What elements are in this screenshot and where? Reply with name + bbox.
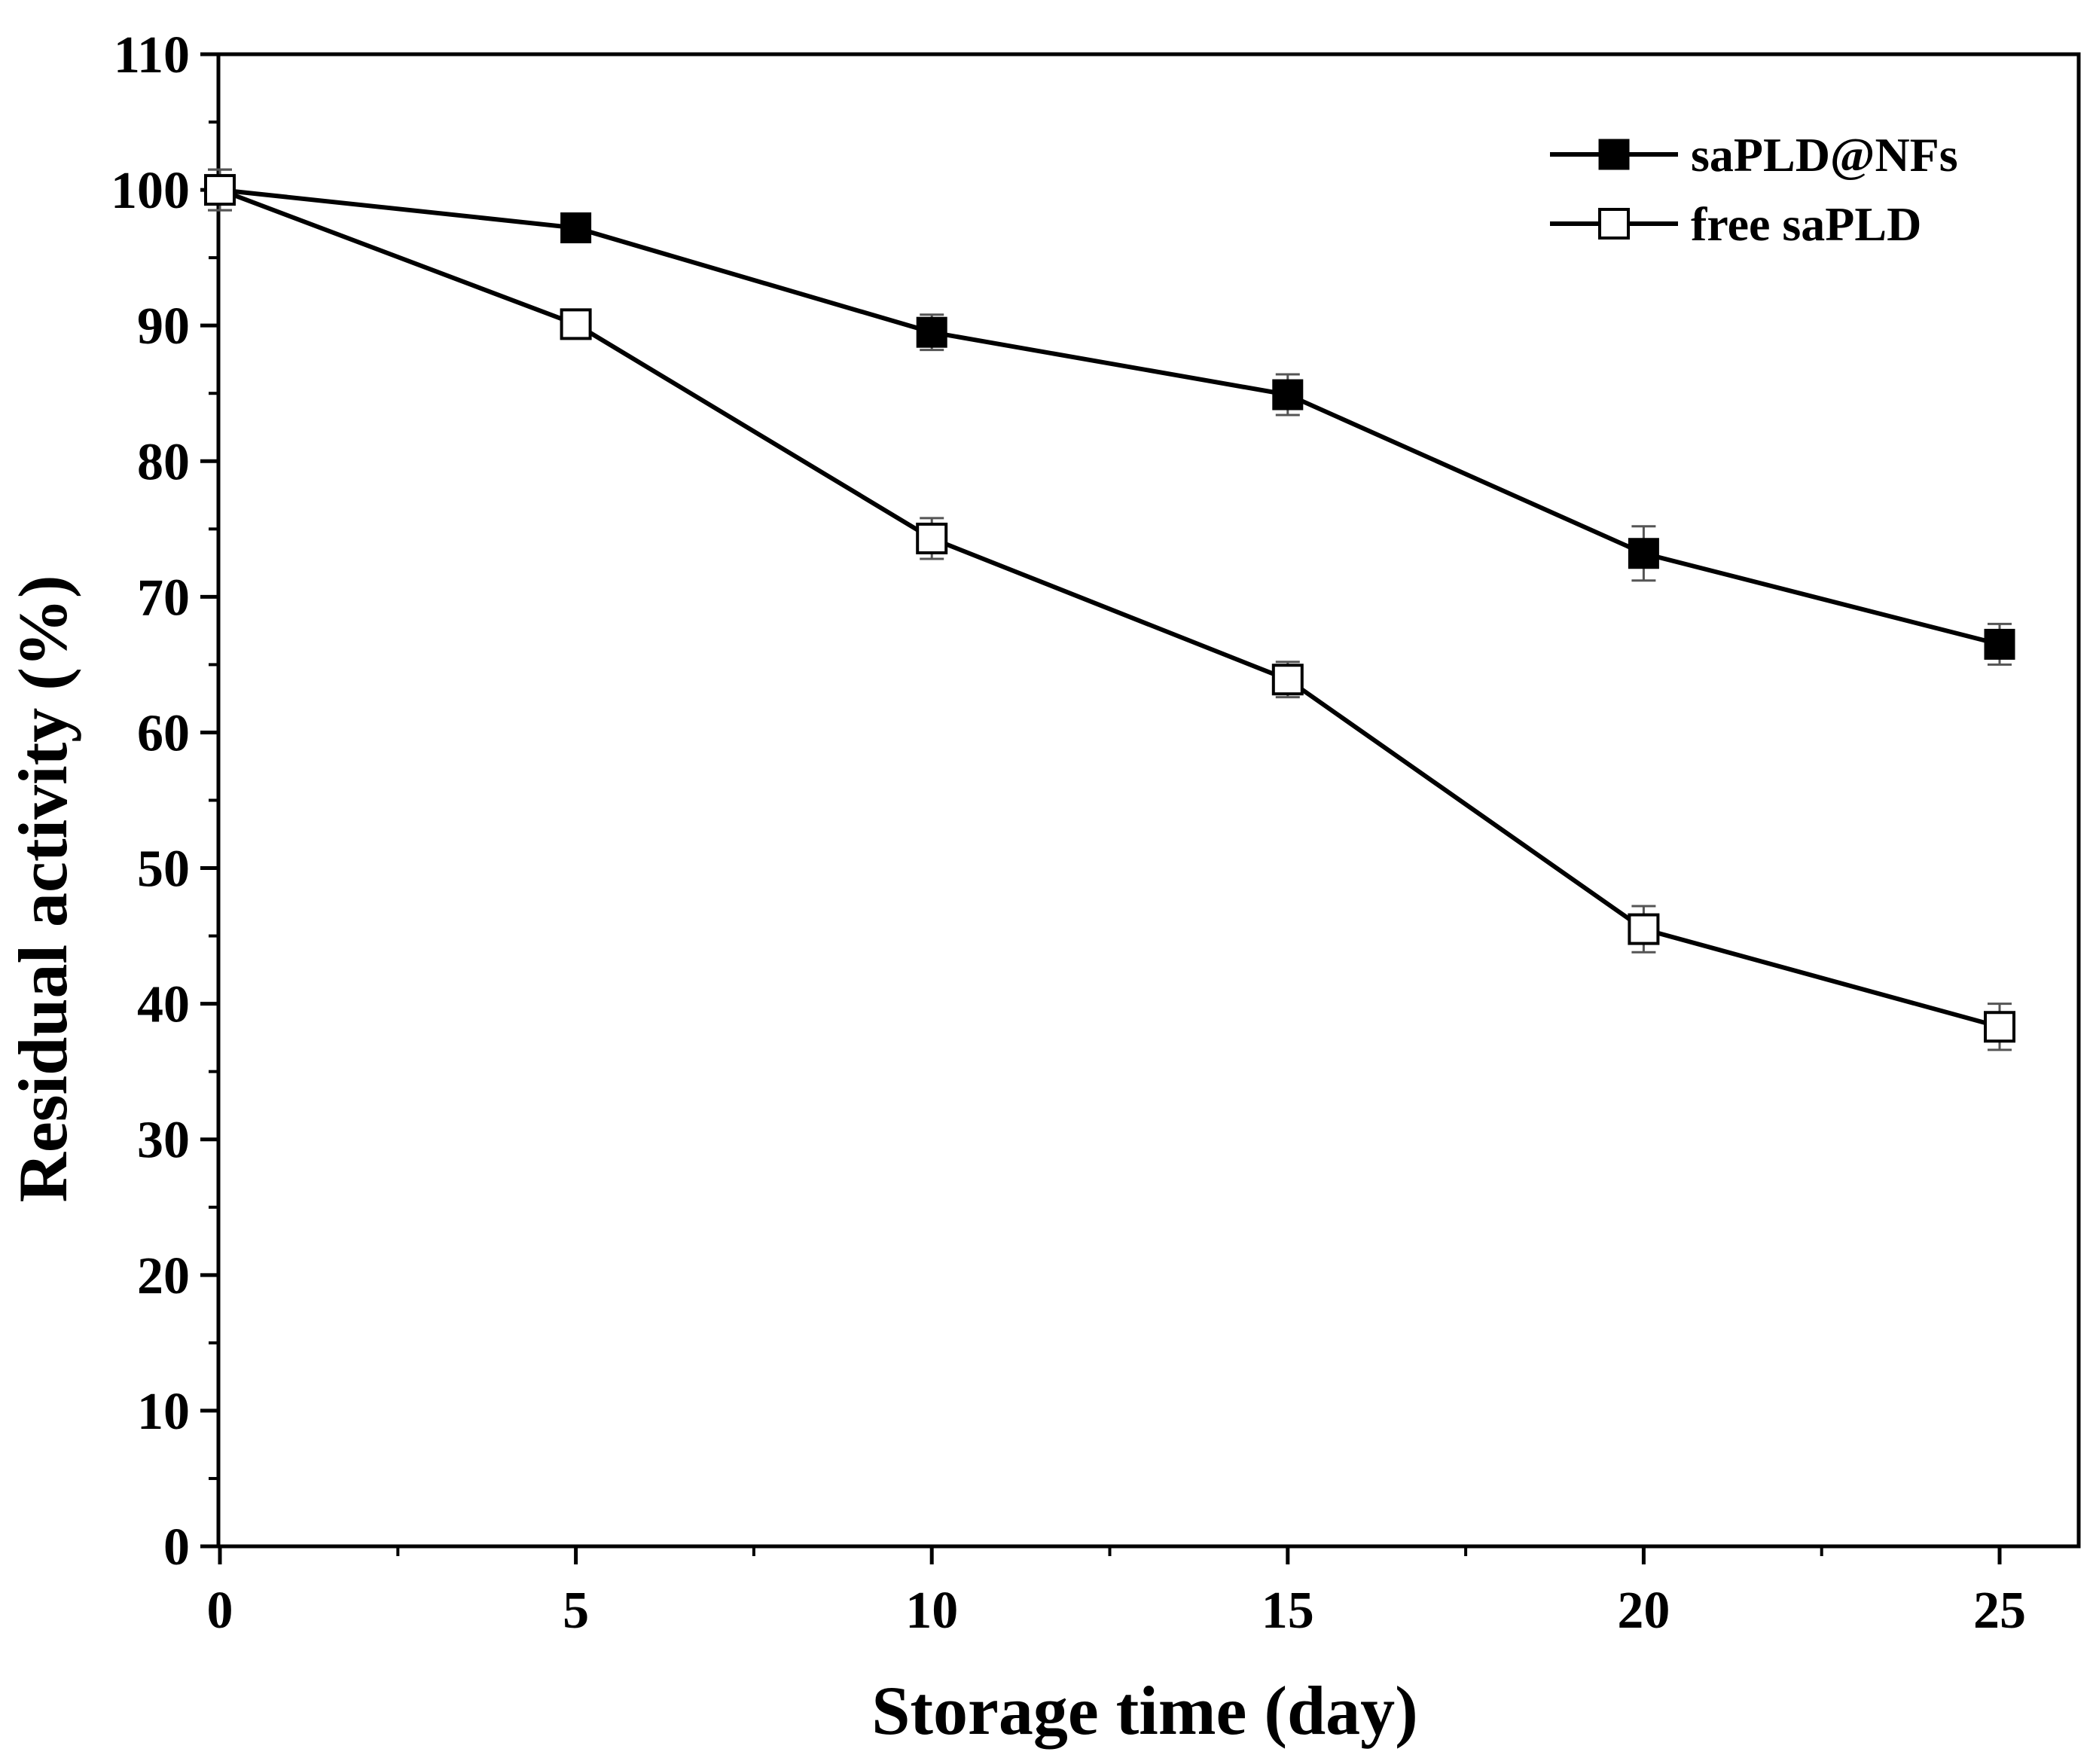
x-tick-label: 25	[1973, 1582, 2026, 1640]
series-free-saPLD	[204, 168, 2015, 1051]
y-tick-label: 90	[137, 298, 190, 356]
data-point	[204, 174, 236, 206]
legend-marker	[1598, 208, 1630, 240]
data-point	[1271, 664, 1304, 696]
x-tick-label: 20	[1617, 1582, 1670, 1640]
y-tick-label: 80	[137, 433, 190, 491]
series-layer	[204, 168, 2015, 1051]
legend-label: free saPLD	[1691, 197, 1921, 251]
y-tick-label: 110	[114, 26, 190, 84]
data-point	[560, 308, 592, 340]
y-tick-label: 70	[137, 569, 190, 627]
x-axis-title: Storage time (day)	[871, 1672, 1418, 1749]
data-point	[1628, 913, 1660, 945]
x-tick-label: 10	[905, 1582, 958, 1640]
data-point	[916, 316, 947, 348]
legend: saPLD@NFs free saPLD	[1550, 128, 1958, 251]
legend-marker	[1598, 139, 1630, 170]
x-tick-label: 0	[207, 1582, 233, 1640]
data-point	[1628, 538, 1659, 569]
data-point	[1984, 628, 2015, 660]
y-tick-label: 10	[137, 1383, 190, 1441]
x-tick-label: 15	[1262, 1582, 1314, 1640]
y-tick-label: 20	[137, 1247, 190, 1305]
y-axis-title: Residual activity (%)	[5, 575, 81, 1202]
y-tick-label: 40	[137, 976, 190, 1034]
series-line	[219, 188, 2000, 647]
y-tick-label: 30	[137, 1112, 190, 1170]
data-point	[1984, 1011, 2015, 1043]
data-point	[560, 212, 592, 244]
data-point	[916, 522, 948, 554]
y-tick-label: 50	[137, 841, 190, 899]
x-tick-label: 5	[563, 1582, 589, 1640]
series-line	[218, 188, 2000, 1030]
y-tick-label: 60	[137, 704, 190, 762]
y-tick-label: 100	[111, 162, 190, 220]
y-tick-label: 0	[163, 1518, 190, 1576]
axes: 0 10 20 30 40 50 60 70 80 90 100 110 0 5 10 15 20 25	[111, 26, 2081, 1640]
legend-label: saPLD@NFs	[1691, 128, 1958, 182]
data-point	[1272, 379, 1304, 410]
